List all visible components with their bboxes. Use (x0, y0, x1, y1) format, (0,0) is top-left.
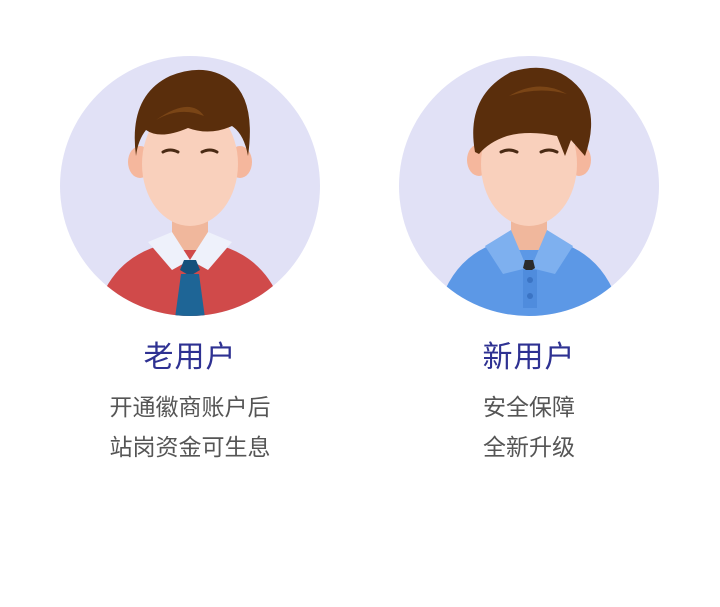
new-user-title: 新用户 (482, 340, 576, 375)
new-user-card[interactable]: 新用户 安全保障 全新升级 (399, 56, 659, 468)
old-user-avatar-icon (60, 56, 320, 316)
old-user-line-1: 开通徽商账户后 (109, 395, 271, 421)
new-user-line-2: 全新升级 (483, 435, 575, 461)
new-user-line-1: 安全保障 (483, 395, 575, 421)
old-user-line-2: 站岗资金可生息 (109, 435, 271, 461)
new-user-description: 安全保障 全新升级 (483, 388, 575, 468)
old-user-card[interactable]: 老用户 开通徽商账户后 站岗资金可生息 (60, 56, 320, 468)
new-user-avatar-icon (399, 56, 659, 316)
old-user-description: 开通徽商账户后 站岗资金可生息 (110, 388, 271, 468)
old-user-title: 老用户 (143, 340, 237, 375)
